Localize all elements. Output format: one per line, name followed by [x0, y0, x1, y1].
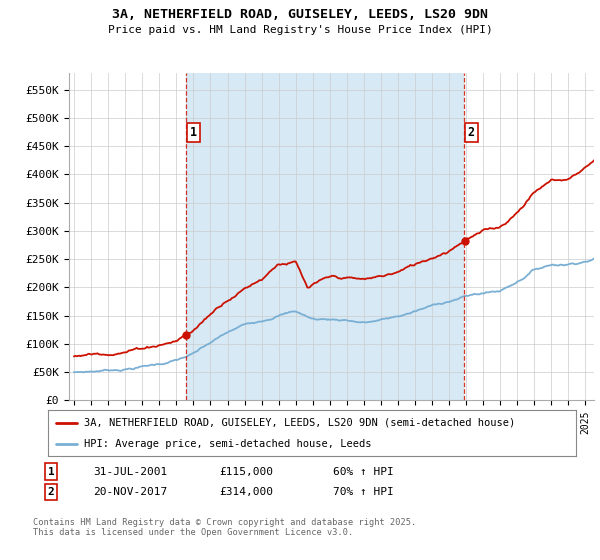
Text: £115,000: £115,000	[219, 466, 273, 477]
Text: 3A, NETHERFIELD ROAD, GUISELEY, LEEDS, LS20 9DN: 3A, NETHERFIELD ROAD, GUISELEY, LEEDS, L…	[112, 8, 488, 21]
Text: 2: 2	[47, 487, 55, 497]
Text: 1: 1	[190, 125, 197, 139]
Text: Price paid vs. HM Land Registry's House Price Index (HPI): Price paid vs. HM Land Registry's House …	[107, 25, 493, 35]
Text: 31-JUL-2001: 31-JUL-2001	[93, 466, 167, 477]
Text: 2: 2	[468, 125, 475, 139]
Text: 60% ↑ HPI: 60% ↑ HPI	[333, 466, 394, 477]
Text: Contains HM Land Registry data © Crown copyright and database right 2025.
This d: Contains HM Land Registry data © Crown c…	[33, 518, 416, 538]
Text: 1: 1	[47, 466, 55, 477]
Text: 70% ↑ HPI: 70% ↑ HPI	[333, 487, 394, 497]
Text: HPI: Average price, semi-detached house, Leeds: HPI: Average price, semi-detached house,…	[84, 439, 371, 449]
Text: 20-NOV-2017: 20-NOV-2017	[93, 487, 167, 497]
Text: 3A, NETHERFIELD ROAD, GUISELEY, LEEDS, LS20 9DN (semi-detached house): 3A, NETHERFIELD ROAD, GUISELEY, LEEDS, L…	[84, 418, 515, 428]
Text: £314,000: £314,000	[219, 487, 273, 497]
Bar	[186, 73, 464, 400]
